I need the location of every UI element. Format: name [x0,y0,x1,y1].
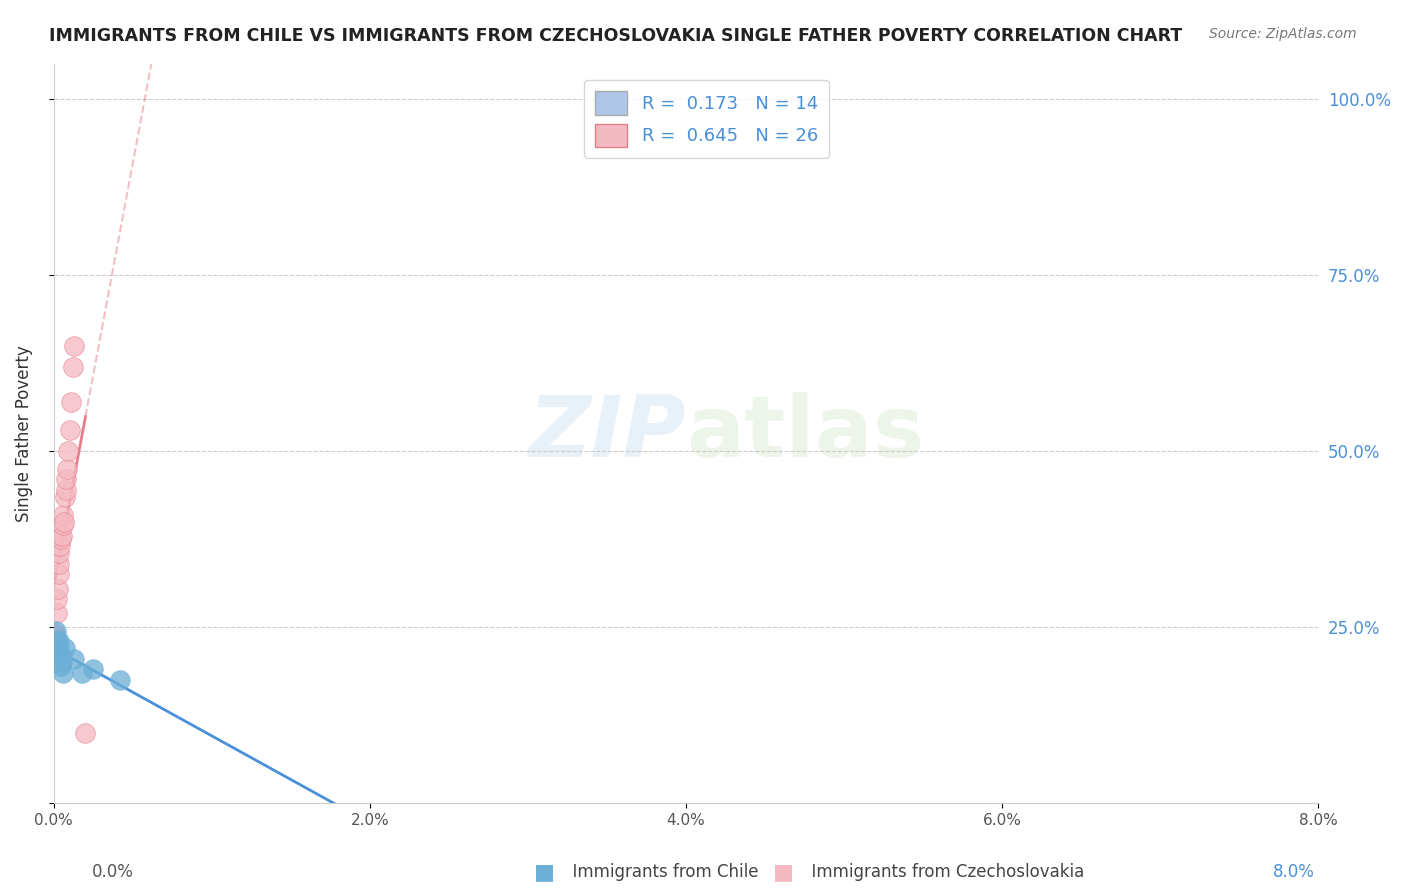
Point [49,533,72,547]
Point [59,423,82,437]
Point [48,557,70,571]
Point [46,634,69,648]
Point [45,638,67,652]
Point [72,665,94,680]
Point [48,567,70,582]
Point [46,582,69,596]
Y-axis label: Single Father Poverty: Single Father Poverty [15,345,32,522]
Point [52,508,75,522]
Point [52,665,75,680]
Point [45,631,67,645]
Point [63,652,86,666]
Point [55,472,77,486]
Text: IMMIGRANTS FROM CHILE VS IMMIGRANTS FROM CZECHOSLOVAKIA SINGLE FATHER POVERTY CO: IMMIGRANTS FROM CHILE VS IMMIGRANTS FROM… [49,27,1182,45]
Text: Immigrants from Czechoslovakia: Immigrants from Czechoslovakia [801,863,1084,881]
Point [51,656,73,670]
Point [44,627,66,641]
Point [56,462,79,476]
Point [63,338,86,352]
Point [45,624,67,638]
Text: 0.0%: 0.0% [91,863,134,881]
Text: 8.0%: 8.0% [1272,863,1315,881]
Point [46,645,69,659]
Point [53,515,76,529]
Point [51,529,73,543]
Point [44,634,66,648]
Text: atlas: atlas [686,392,924,475]
Point [53,490,76,504]
Point [75,726,97,740]
Point [48,641,70,656]
Point [48,546,70,560]
Point [48,634,70,648]
Point [46,592,69,607]
Text: ■: ■ [773,863,794,882]
Point [46,606,69,620]
Point [56,444,79,458]
Point [55,483,77,497]
Point [49,659,72,673]
Point [53,641,76,656]
Point [49,648,72,663]
Text: ■: ■ [534,863,555,882]
Text: Immigrants from Chile: Immigrants from Chile [562,863,759,881]
Text: Source: ZipAtlas.com: Source: ZipAtlas.com [1209,27,1357,41]
Point [49,539,72,553]
Point [82,663,104,677]
Point [60,395,83,409]
Point [110,673,132,687]
Legend: R =  0.173   N = 14, R =  0.645   N = 26: R = 0.173 N = 14, R = 0.645 N = 26 [583,80,828,158]
Point [62,359,84,374]
Text: ZIP: ZIP [529,392,686,475]
Point [51,518,73,533]
